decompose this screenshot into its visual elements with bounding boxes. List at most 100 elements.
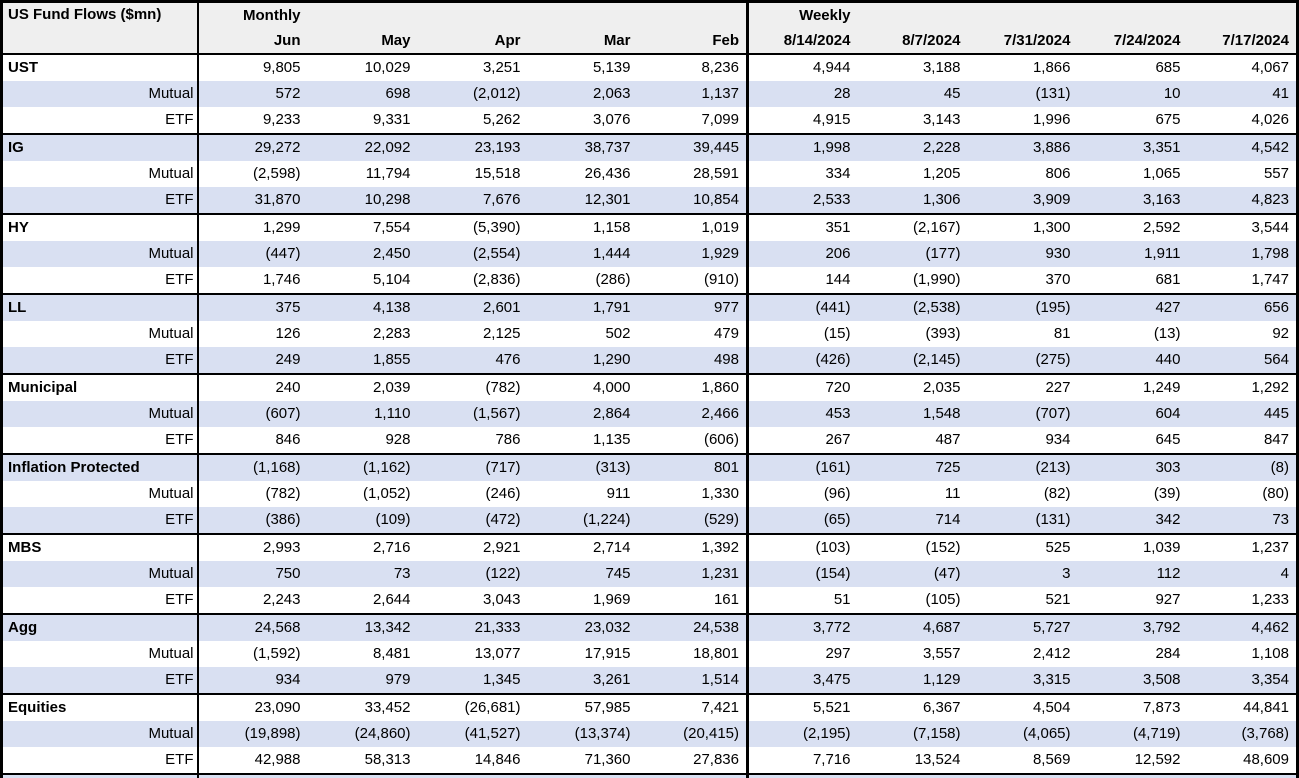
value-cell: 5,727 <box>967 613 1078 641</box>
row-label-sub: Mutual <box>1 81 199 107</box>
value-cell: 1,135 <box>592 431 631 448</box>
row-label-category: Municipal <box>1 373 199 401</box>
value-cell: 10,298 <box>307 187 418 214</box>
value-cell: 1,791 <box>527 293 638 321</box>
value-cell: 1,065 <box>1142 165 1181 182</box>
value-cell: 685 <box>1077 53 1188 81</box>
value-cell: 928 <box>385 431 411 448</box>
value-cell: 750 <box>197 561 308 587</box>
value-cell: 1,290 <box>527 347 638 374</box>
value-cell: 227 <box>967 373 1078 401</box>
value-cell: 564 <box>1187 347 1298 374</box>
value-cell: 1,158 <box>527 213 638 241</box>
value-cell: (2,538) <box>857 293 968 321</box>
value-cell: (152) <box>857 533 968 561</box>
value-cell: 3,508 <box>1077 667 1188 694</box>
row-label-sub: Mutual <box>1 641 199 667</box>
value-cell: 5,521 <box>746 693 858 721</box>
value-cell: 1,969 <box>592 591 631 608</box>
value-cell: 2,283 <box>372 325 411 342</box>
value-cell: 33,205 <box>857 773 968 778</box>
value-cell: (41,527) <box>417 721 528 747</box>
value-cell: 23,032 <box>527 613 638 641</box>
value-cell: 1,996 <box>1032 111 1071 128</box>
value-cell: 86,923 <box>307 773 418 778</box>
value-cell: 1,129 <box>857 667 968 694</box>
value-cell: 24,538 <box>637 613 748 641</box>
row-label-category: LL <box>1 293 199 321</box>
column-header-mar: Mar <box>527 28 638 55</box>
value-cell: 3,143 <box>922 111 961 128</box>
value-cell: 41 <box>1187 81 1298 107</box>
value-cell: 487 <box>935 431 961 448</box>
value-cell: 15,518 <box>474 165 521 182</box>
value-cell: 284 <box>1155 645 1181 662</box>
value-cell: (154) <box>746 561 858 587</box>
value-cell: 334 <box>746 161 858 187</box>
value-cell: 572 <box>197 81 308 107</box>
table-row: Mutual (782) (1,052) (246) 911 1,330 (96) 11 (82… <box>1 481 1298 507</box>
value-cell: (1,052) <box>362 485 411 502</box>
value-cell: 1,392 <box>637 533 748 561</box>
value-cell: 48,609 <box>1243 751 1289 768</box>
value-cell: 4,000 <box>527 373 638 401</box>
value-cell: (2,195) <box>746 721 858 747</box>
value-cell: 5,262 <box>482 111 521 128</box>
value-cell: (1,592) <box>252 645 301 662</box>
value-cell: 8,569 <box>1032 751 1071 768</box>
header-spacer <box>1077 1 1188 28</box>
value-cell: 39,445 <box>637 133 748 161</box>
value-cell: 12,301 <box>527 187 638 214</box>
value-cell: 4,067 <box>1187 53 1298 81</box>
value-cell: (441) <box>746 293 858 321</box>
value-cell: (47) <box>857 561 968 587</box>
value-cell: 1,249 <box>1077 373 1188 401</box>
value-cell: 498 <box>637 347 748 374</box>
value-cell: 1,866 <box>967 53 1078 81</box>
value-cell: (80) <box>1262 485 1289 502</box>
value-cell: 2,039 <box>307 373 418 401</box>
value-cell: (131) <box>967 507 1078 534</box>
table-row: ETF 846 928 786 1,135 (606) 267 487 934 645 847 <box>1 427 1298 454</box>
value-cell: 44,841 <box>1187 693 1298 721</box>
row-label-sub: Mutual <box>1 161 199 187</box>
value-cell: (103) <box>746 533 858 561</box>
value-cell: 21,333 <box>417 613 528 641</box>
value-cell: 1,929 <box>637 241 748 267</box>
value-cell: 2,533 <box>746 187 858 214</box>
value-cell: 8,236 <box>637 53 748 81</box>
table-row: LL 375 4,138 2,601 1,791 977 (441) (2,538) (195)… <box>1 293 1298 321</box>
column-header-feb: Feb <box>637 28 748 55</box>
column-header-week-2: 8/7/2024 <box>857 28 968 55</box>
column-header-week-3: 7/31/2024 <box>967 28 1078 55</box>
value-cell: 4,504 <box>967 693 1078 721</box>
value-cell: 2,063 <box>527 81 638 107</box>
value-cell: 4,944 <box>746 53 858 81</box>
row-label-sub: Mutual <box>1 561 199 587</box>
header-spacer <box>637 1 748 28</box>
table-body: UST 9,805 10,029 3,251 5,139 8,236 4,944 3,188 1… <box>1 53 1298 778</box>
value-cell: 521 <box>1045 591 1071 608</box>
value-cell: 3,076 <box>592 111 631 128</box>
table-row: Mutual (19,898) (24,860) (41,527) (13,374) (2… <box>1 721 1298 747</box>
row-label-sub: ETF <box>1 267 199 294</box>
value-cell: 3,251 <box>417 53 528 81</box>
header-spacer <box>417 1 528 28</box>
value-cell: (8) <box>1187 453 1298 481</box>
value-cell: 351 <box>746 213 858 241</box>
value-cell: 267 <box>746 427 858 454</box>
value-cell: 22,092 <box>307 133 418 161</box>
value-cell: (13) <box>1153 325 1181 342</box>
value-cell: (177) <box>857 241 968 267</box>
table-row: Mutual (2,598) 11,794 15,518 26,436 28,591 334… <box>1 161 1298 187</box>
value-cell: 725 <box>857 453 968 481</box>
value-cell: (109) <box>307 507 418 534</box>
value-cell: (24,860) <box>307 721 418 747</box>
value-cell: 5,104 <box>372 271 411 288</box>
value-cell: (1,162) <box>307 453 418 481</box>
table-row: ETF 249 1,855 476 1,290 498 (426) (2,145) (275) 4… <box>1 347 1298 374</box>
header-spacer <box>527 1 638 28</box>
value-cell: 10,854 <box>637 187 748 214</box>
value-cell: 3,557 <box>922 645 961 662</box>
